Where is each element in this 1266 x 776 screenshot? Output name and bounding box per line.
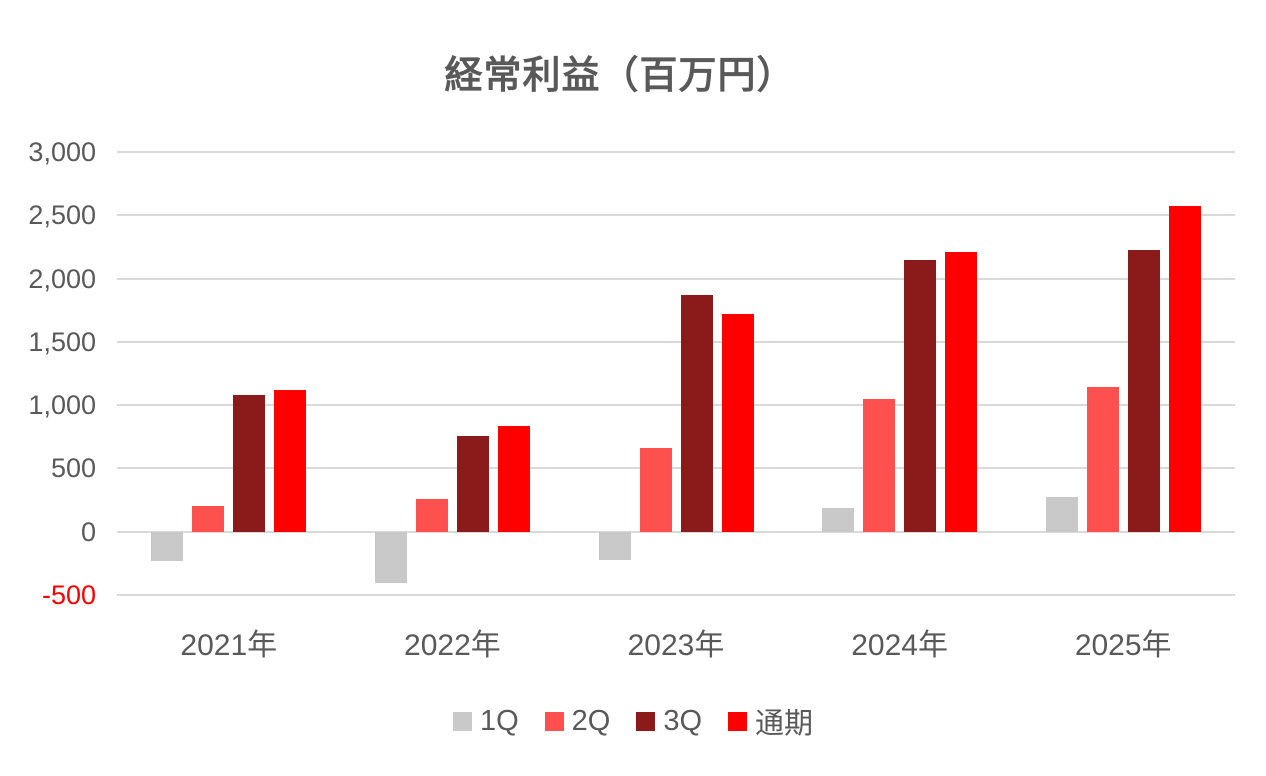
bar-2024-3q: [904, 260, 937, 532]
bar-2022-2q: [415, 499, 448, 532]
bar-2021-1q: [151, 531, 184, 561]
y-tick-label: -500: [41, 580, 96, 610]
legend-label: 通期: [755, 708, 814, 740]
bar-2023-fy: [721, 314, 754, 532]
bar-2022-fy: [497, 426, 530, 532]
gridline: [117, 594, 1235, 596]
bar-2021-2q: [192, 506, 225, 532]
bar-2022-1q: [374, 531, 407, 583]
x-axis-label: 2022年: [404, 629, 501, 662]
bar-2025-3q: [1127, 250, 1160, 532]
gridline: [117, 214, 1235, 217]
legend-item-fy: 通期: [728, 700, 813, 742]
gridline: [117, 404, 1235, 407]
bar-2023-3q: [680, 295, 713, 532]
x-axis-label: 2023年: [627, 629, 725, 662]
gridline: [117, 277, 1235, 280]
y-tick-label: 3,000: [28, 137, 96, 167]
bar-2024-1q: [822, 507, 855, 532]
x-axis-label: 2024年: [851, 629, 948, 662]
bar-2022-3q: [456, 436, 489, 532]
bar-2021-3q: [233, 395, 266, 532]
plot-area: [117, 151, 1235, 596]
legend-item-3q: 3Q: [636, 705, 702, 738]
y-tick-label: 2,000: [28, 263, 96, 294]
bar-2025-1q: [1045, 496, 1078, 532]
gridline: [117, 151, 1235, 153]
x-axis-label: 2021年: [180, 629, 278, 662]
gridline: [117, 467, 1235, 470]
bar-2024-fy: [945, 251, 978, 532]
y-tick-label: 1,000: [28, 390, 96, 421]
legend-swatch-3q: [636, 711, 656, 731]
legend-item-2q: 2Q: [544, 704, 611, 738]
bar-2023-1q: [598, 531, 631, 560]
legend-swatch-1q: [452, 711, 472, 731]
legend-label: 1Q: [479, 704, 519, 737]
bar-2021-fy: [274, 389, 307, 532]
y-tick-label: 500: [50, 453, 96, 484]
legend-swatch-2q: [544, 711, 564, 731]
bar-2025-2q: [1086, 386, 1119, 532]
legend-label: 2Q: [571, 704, 611, 737]
legend-item-1q: 1Q: [452, 704, 519, 738]
legend-label: 3Q: [663, 704, 703, 737]
x-axis-label: 2025年: [1074, 629, 1172, 662]
y-tick-label: 2,500: [28, 200, 96, 231]
chart-title: 経常利益（百万円）: [444, 55, 796, 97]
legend-swatch-fy: [728, 711, 748, 731]
y-tick-label: 0: [80, 516, 96, 547]
bar-2025-fy: [1168, 205, 1201, 532]
y-tick-label: 1,500: [28, 326, 96, 357]
bar-2023-2q: [639, 448, 672, 532]
chart-legend: 1Q 2Q 3Q 通期: [0, 700, 1266, 742]
gridline: [117, 530, 1235, 533]
bar-2024-2q: [863, 399, 896, 532]
gridline: [117, 340, 1235, 343]
